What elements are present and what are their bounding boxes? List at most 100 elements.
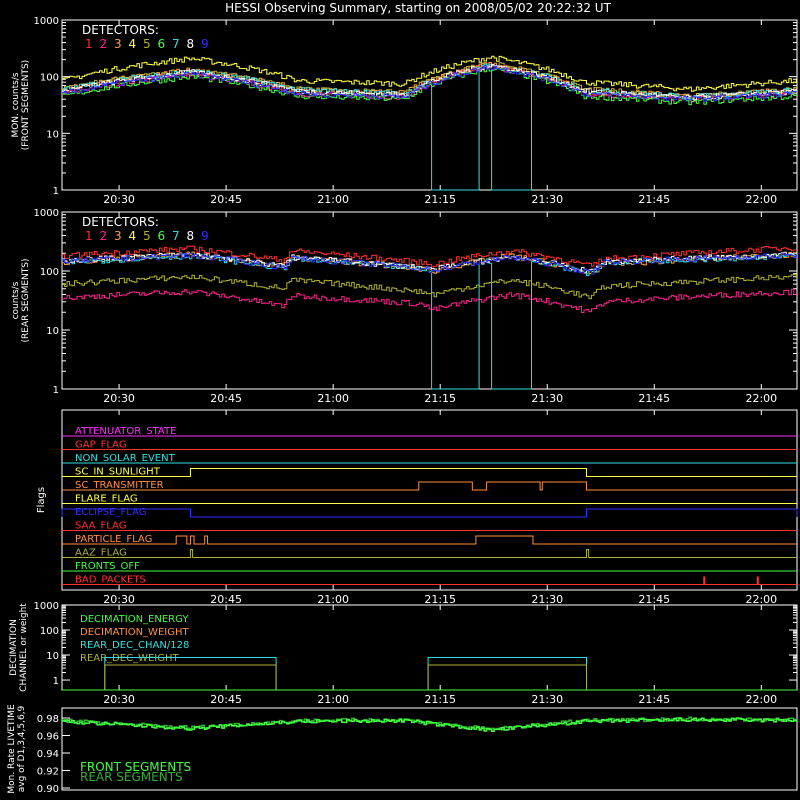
rear-panel-legend-item: 9 — [201, 229, 209, 243]
rear-panel-series-det7 — [62, 253, 797, 390]
decimation-panel-ytick-label: 1 — [53, 676, 59, 687]
rear-panel-ytick-label: 1 — [53, 385, 59, 396]
rear-panel-ytick-label: 10 — [46, 326, 59, 337]
flags-panel-xtick-label: 21:15 — [424, 593, 456, 606]
flags-panel-flag-label: ATTENUATOR_STATE — [75, 426, 176, 437]
flags-panel-flag-label: ECLIPSE_FLAG — [75, 507, 146, 518]
flags-panel-flag-line — [62, 549, 797, 558]
flags-panel-flag-label: FLARE_FLAG — [75, 494, 138, 505]
rear-panel-legend-item: 1 — [85, 229, 93, 243]
flags-panel-flag-label: BAD_PACKETS — [75, 575, 146, 586]
decimation-panel-ytick-label: 10 — [46, 651, 59, 662]
front-panel-xtick-label: 21:45 — [638, 193, 670, 206]
decimation-panel-ylabel-line: CHANNEL or weight — [19, 603, 29, 692]
livetime-panel-ytick-label: 0.98 — [37, 714, 59, 725]
front-panel-legend-item: 4 — [129, 37, 137, 51]
decimation-panel-xtick-label: 20:30 — [103, 693, 135, 706]
decimation-panel-series — [62, 664, 797, 691]
rear-panel-ylabel-line: counts/s — [11, 281, 21, 319]
flags-panel-flag-label: FRONTS_OFF — [75, 561, 140, 572]
flags-panel-flag-label: PARTICLE_FLAG — [75, 534, 152, 545]
front-panel-legend-item: 3 — [114, 37, 122, 51]
rear-panel-frame — [61, 211, 798, 390]
rear-panel-legend-item: 4 — [129, 229, 137, 243]
flags-panel-flag-line — [62, 481, 797, 491]
front-panel-series-det9 — [62, 65, 797, 102]
livetime-panel-legend-item: REAR SEGMENTS — [80, 770, 183, 784]
decimation-panel-legend-item: DECIMATION_ENERGY — [80, 614, 189, 625]
front-panel-xtick-label: 22:00 — [745, 193, 777, 206]
livetime-panel-ylabel-line: Mon. Rate LIVETIME — [7, 704, 17, 794]
decimation-panel-xtick-label: 21:30 — [531, 693, 563, 706]
front-panel-ytick-label: 1000 — [34, 16, 59, 27]
flags-panel-xtick-label: 22:00 — [745, 593, 777, 606]
livetime-panel-ytick-label: 0.90 — [37, 784, 59, 795]
livetime-panel-ylabel: Mon. Rate LIVETIME avg of D1,3,4,5,6,9 — [7, 704, 27, 794]
flags-panel-flag-label: SC_IN_SUNLIGHT — [75, 467, 161, 478]
rear-panel-series-det1 — [62, 245, 797, 268]
livetime-panel-legend-item: FRONT SEGMENTS — [80, 760, 191, 774]
rear-panel-xtick-label: 22:00 — [745, 392, 777, 405]
front-panel-xtick-label: 21:00 — [317, 193, 349, 206]
decimation-panel-xtick-label: 21:00 — [317, 693, 349, 706]
rear-panel-ytick-label: 1000 — [34, 208, 59, 219]
rear-panel-legend-item: 8 — [187, 229, 195, 243]
decimation-panel-ylabel-line: DECIMATION — [9, 619, 19, 676]
front-panel-legend-title: DETECTORS: — [82, 23, 159, 37]
rear-panel-ytick-label: 100 — [40, 267, 59, 278]
rear-panel-xtick-label: 21:15 — [424, 392, 456, 405]
rear-panel-xtick-label: 21:00 — [317, 392, 349, 405]
flags-panel-xtick-label: 21:00 — [317, 593, 349, 606]
rear-panel-series-det9 — [62, 252, 797, 275]
front-panel-legend-item: 8 — [187, 37, 195, 51]
front-panel-ytick-label: 1 — [53, 186, 59, 197]
flags-panel-flag-label: SC_TRANSMITTER — [75, 480, 164, 491]
livetime-panel-ylabel-line: avg of D1,3,4,5,6,9 — [17, 705, 27, 792]
front-panel-series-det4 — [62, 55, 797, 92]
decimation-panel-legend-item: DECIMATION_WEIGHT — [80, 627, 189, 638]
front-panel-frame — [61, 19, 798, 191]
rear-panel-ylabel-line: (REAR SEGMENTS) — [21, 258, 31, 342]
front-panel-legend-item: 2 — [100, 37, 108, 51]
rear-panel-legend-item: 7 — [172, 229, 180, 243]
decimation-panel-ytick-label: 100 — [40, 626, 59, 637]
front-panel-legend-item: 5 — [143, 37, 151, 51]
flags-panel-flag-label: AAZ_FLAG — [75, 548, 127, 559]
front-panel-legend-item: 7 — [172, 37, 180, 51]
flags-panel-flag-label: GAP_FLAG — [75, 440, 127, 451]
decimation-panel-legend-item: REAR_DEC_CHAN/128 — [80, 640, 189, 651]
rear-panel-legend-item: 5 — [143, 229, 151, 243]
rear-panel-xtick-label: 20:30 — [103, 392, 135, 405]
front-panel-ylabel-line: MON. counts/s — [11, 72, 21, 137]
flags-panel-flag-line — [61, 508, 798, 518]
flags-panel-flag-label: SAA_FLAG — [75, 521, 126, 532]
rear-panel-legend-item: 3 — [114, 229, 122, 243]
rear-panel-series-det5 — [62, 274, 797, 300]
decimation-panel-xtick-label: 21:45 — [638, 693, 670, 706]
rear-panel-legend-title: DETECTORS: — [82, 215, 159, 229]
flags-panel-xtick-label: 21:30 — [531, 593, 563, 606]
front-panel-ylabel-line: (FRONT SEGMENTS) — [21, 60, 31, 150]
rear-panel-series-det2 — [62, 288, 797, 313]
rear-panel-legend-item: 2 — [100, 229, 108, 243]
flags-panel-xtick-label: 20:45 — [210, 593, 242, 606]
livetime-panel-series — [62, 717, 798, 732]
flags-panel-flag-label: NON_SOLAR_EVENT — [75, 453, 176, 464]
rear-panel-xtick-label: 21:45 — [638, 392, 670, 405]
decimation-panel-ytick-label: 1000 — [34, 601, 59, 612]
livetime-panel-ytick-label: 0.94 — [37, 749, 59, 760]
front-panel-legend-item: 6 — [158, 37, 166, 51]
decimation-panel-legend-item: REAR_DEC_WEIGHT — [80, 653, 179, 664]
rear-panel-legend-item: 6 — [158, 229, 166, 243]
front-panel-xtick-label: 21:15 — [424, 193, 456, 206]
flags-panel-xtick-label: 20:30 — [103, 593, 135, 606]
decimation-panel-xtick-label: 22:00 — [745, 693, 777, 706]
flags-panel-flag-line — [62, 468, 797, 477]
front-panel-xtick-label: 20:30 — [103, 193, 135, 206]
flags-panel-flag-line — [62, 535, 797, 545]
rear-panel-xtick-label: 20:45 — [210, 392, 242, 405]
front-panel-legend-item: 1 — [85, 37, 93, 51]
rear-panel-ylabel: counts/s (REAR SEGMENTS) — [11, 258, 31, 342]
front-panel-xtick-label: 21:30 — [531, 193, 563, 206]
